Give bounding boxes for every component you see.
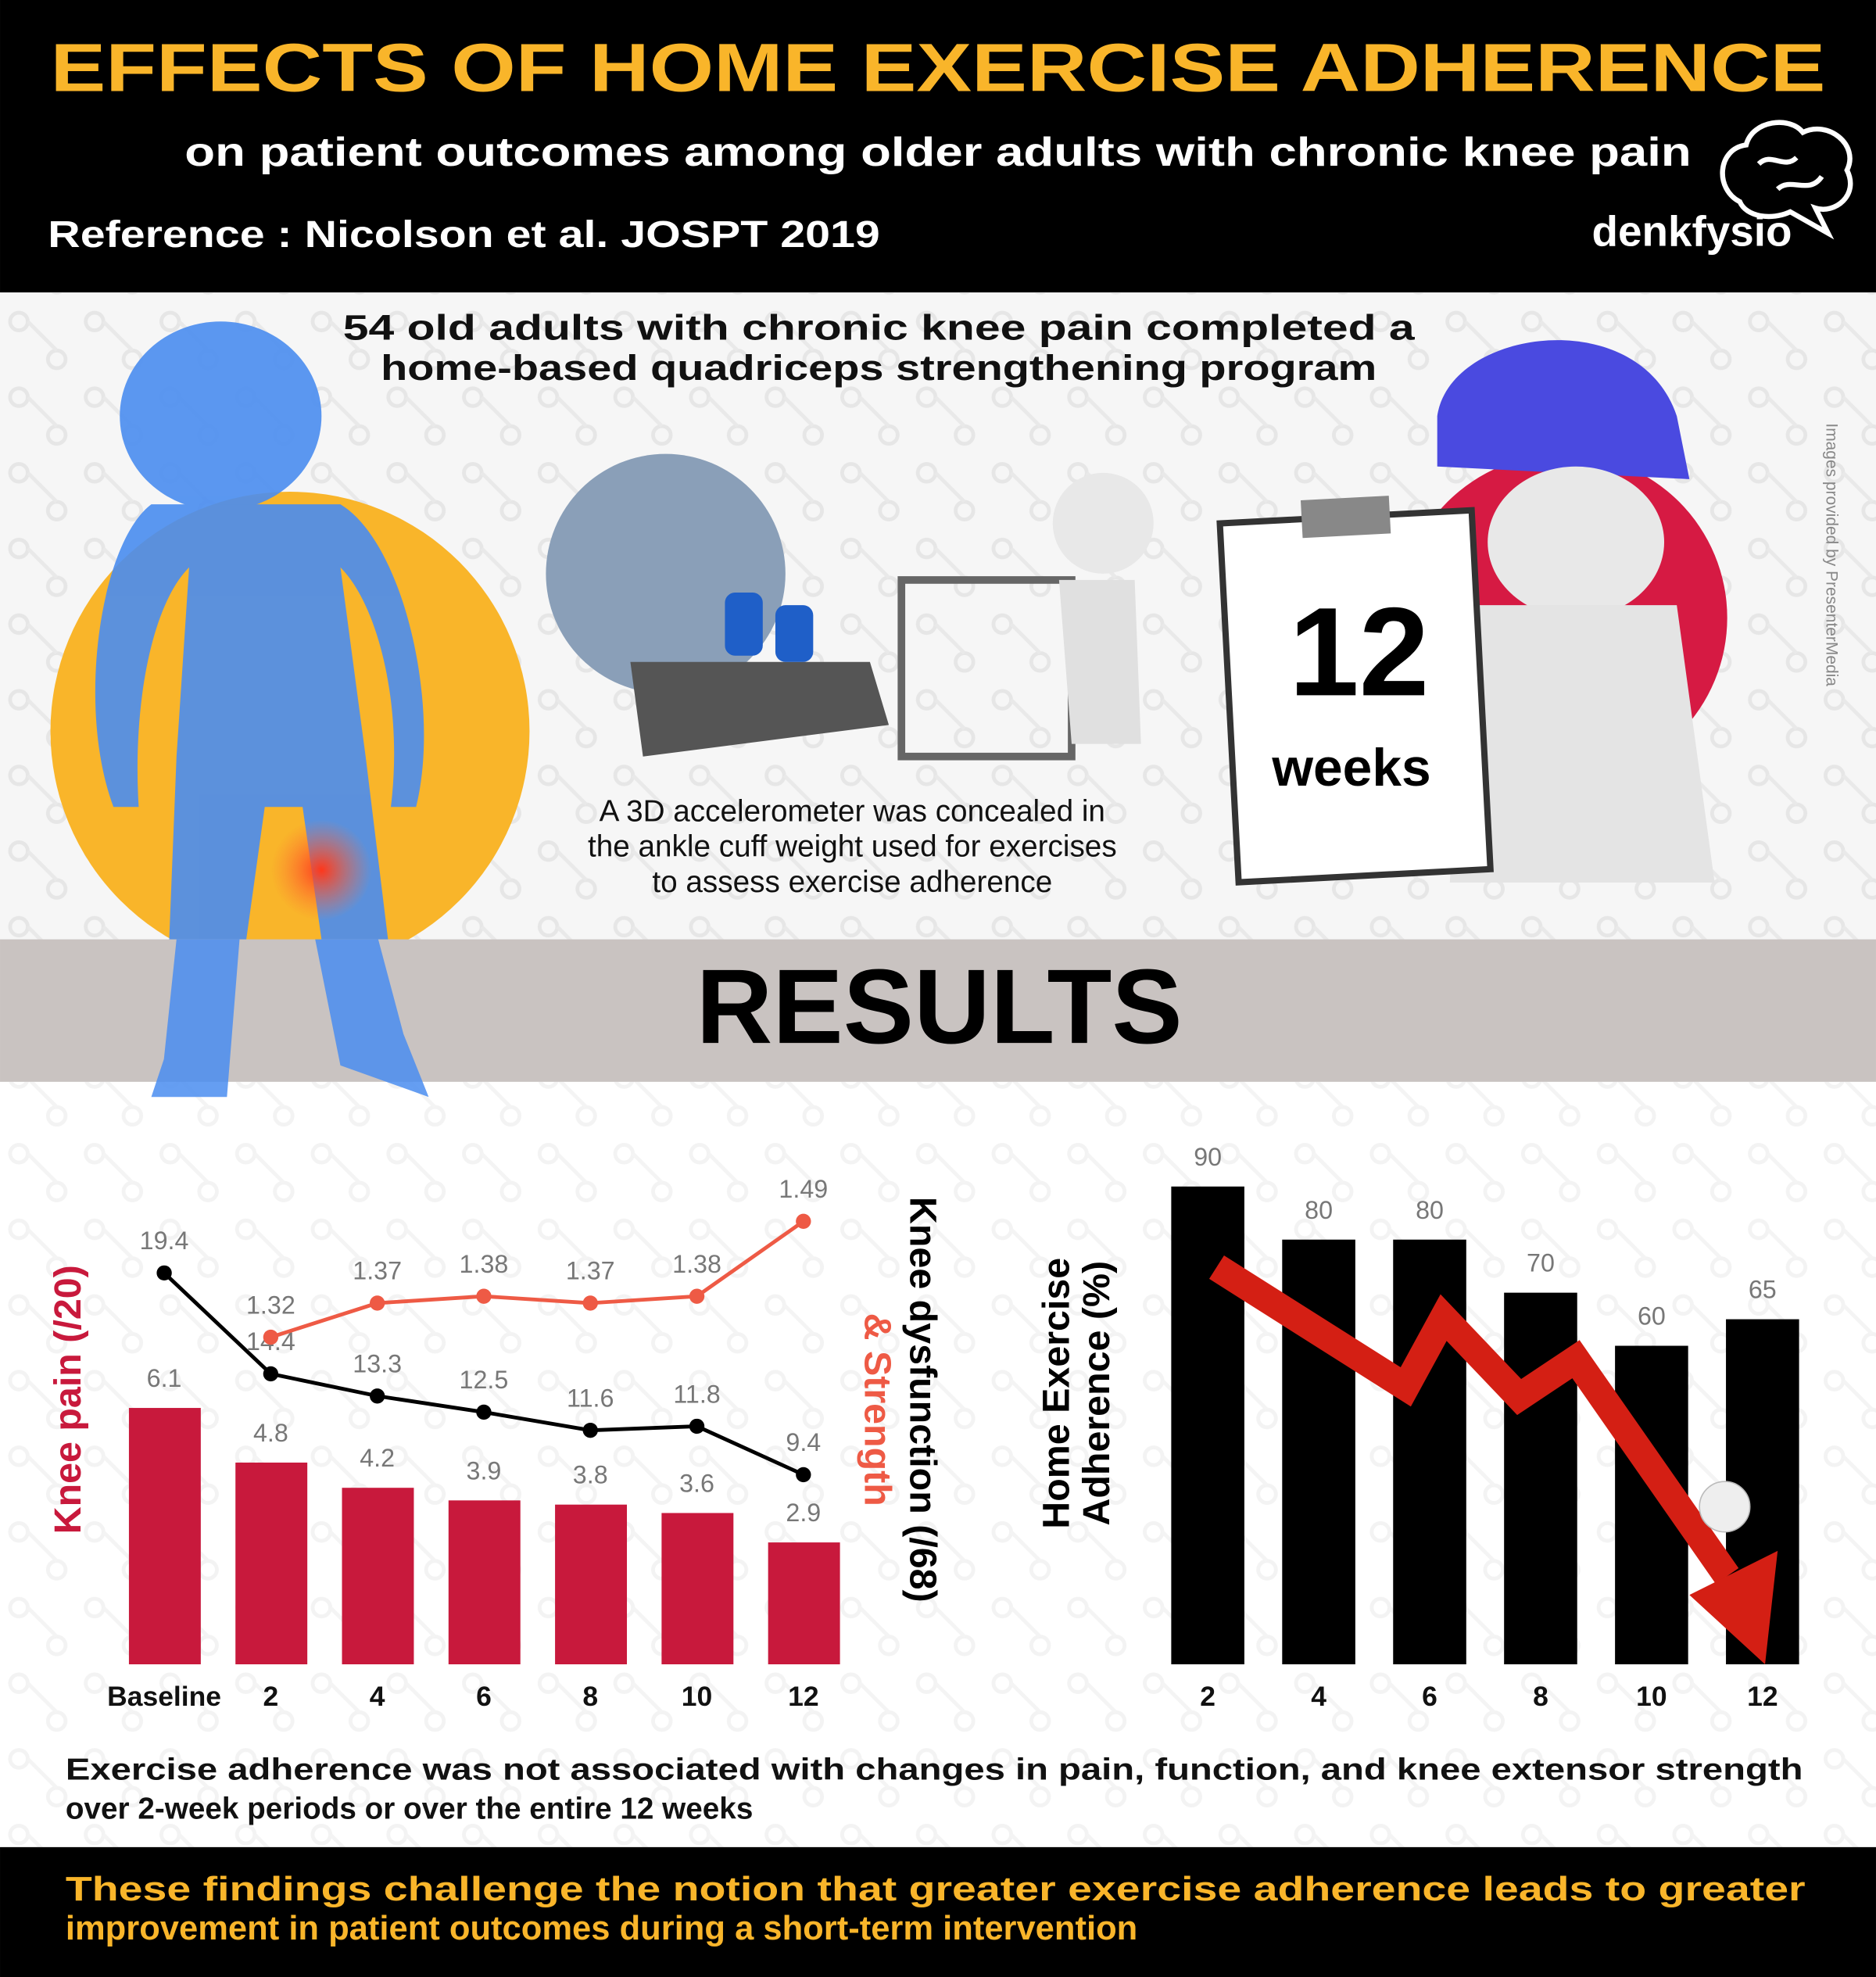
x-tick-label: 8: [582, 1681, 598, 1712]
line-point: [369, 1388, 385, 1404]
y3-axis-title: & Strength: [857, 1313, 899, 1506]
y-axis-title: Knee pain (/20): [47, 1265, 89, 1534]
bar-value-label: 90: [1194, 1143, 1222, 1171]
equipment: [546, 453, 1154, 761]
line-point: [263, 1329, 279, 1345]
line-point: [796, 1213, 811, 1229]
title: EFFECTS OF HOME EXERCISE ADHERENCE: [51, 30, 1826, 106]
point-value-label: 11.8: [673, 1380, 720, 1408]
bar-value-label: 80: [1416, 1196, 1444, 1224]
point-value-label: 1.49: [779, 1175, 828, 1203]
x-tick-label: 4: [370, 1681, 385, 1712]
charts: Baseline 2 4 6 8 10 12 6.1 4.8 4.2 3.9 3.8 3.6 2.9 19.…: [47, 1143, 1799, 1712]
line-point: [156, 1265, 172, 1281]
logo-icon: [1720, 120, 1853, 240]
reference: Reference : Nicolson et al. JOSPT 2019: [48, 213, 880, 256]
point-value-label: 11.6: [567, 1384, 614, 1412]
results-band: [0, 939, 1876, 1082]
bar: [555, 1504, 628, 1665]
y2-axis-title: Knee dysfunction (/68): [902, 1197, 944, 1603]
duration-unit: weeks: [1271, 739, 1430, 797]
method-line: A 3D accelerometer was concealed in: [600, 795, 1105, 829]
line: [270, 1220, 805, 1339]
intro-line: home-based quadriceps strengthening prog…: [381, 348, 1377, 388]
x-tick-label: 2: [1200, 1681, 1215, 1712]
conclusion-line: improvement in patient outcomes during a…: [66, 1910, 1137, 1947]
blue-figure: [95, 321, 424, 1079]
logo-text: denkfysio: [1592, 206, 1792, 255]
line-point: [796, 1467, 811, 1483]
point-value-label: 1.38: [460, 1250, 509, 1278]
point-value-label: 1.38: [672, 1250, 721, 1278]
footer-bg: [0, 1846, 1876, 1977]
bar-value-label: 3.9: [467, 1456, 502, 1485]
duration-number: 12: [1289, 582, 1429, 722]
x-tick-label: 6: [476, 1681, 492, 1712]
point-value-label: 1.32: [246, 1291, 295, 1319]
bar: [1504, 1292, 1577, 1665]
y-axis-title: Home Exercise: [1036, 1258, 1078, 1529]
bar: [768, 1542, 840, 1665]
bar-value-label: 65: [1749, 1276, 1777, 1304]
bar-value-label: 3.8: [573, 1461, 608, 1489]
line-point: [476, 1288, 492, 1304]
coach: [1216, 340, 1715, 886]
bar: [661, 1513, 734, 1665]
method-line: the ankle cuff weight used for exercises: [588, 830, 1117, 864]
bar-value-label: 4.2: [360, 1444, 395, 1472]
header-bg: [0, 0, 1876, 293]
method-line: to assess exercise adherence: [652, 865, 1052, 899]
decor-arrowhead: [1689, 1550, 1778, 1665]
line-point: [369, 1295, 385, 1311]
x-tick-label: Baseline: [107, 1681, 221, 1712]
x-tick-label: 12: [1747, 1681, 1778, 1712]
bar-value-label: 6.1: [147, 1364, 182, 1392]
bar: [448, 1500, 521, 1665]
conclusion-line: These findings challenge the notion that…: [66, 1871, 1806, 1908]
bar-value-label: 70: [1527, 1249, 1555, 1277]
decor-figure: [1699, 1481, 1751, 1533]
x-tick-label: 10: [682, 1681, 712, 1712]
bar-value-label: 2.9: [786, 1499, 821, 1527]
bar: [235, 1462, 308, 1665]
x-tick-label: 8: [1533, 1681, 1548, 1712]
section-title: RESULTS: [696, 947, 1183, 1066]
line-point: [263, 1366, 279, 1382]
point-value-label: 13.3: [353, 1350, 402, 1378]
figure-legs: [151, 939, 429, 1098]
line-point: [476, 1404, 492, 1420]
decor-arrow: [1208, 1255, 1739, 1585]
point-value-label: 9.4: [786, 1428, 821, 1456]
image-credit: Images provided by PresenterMedia: [1822, 423, 1840, 686]
bar: [1171, 1186, 1244, 1665]
line-point: [689, 1418, 705, 1434]
line-point: [582, 1295, 598, 1311]
y-axis-title: Adherence (%): [1076, 1261, 1118, 1526]
point-value-label: 1.37: [353, 1257, 402, 1285]
bar-value-label: 80: [1305, 1196, 1333, 1224]
point-value-label: 19.4: [140, 1227, 189, 1255]
finding-line: over 2-week periods or over the entire 1…: [66, 1792, 753, 1825]
bar: [128, 1408, 201, 1665]
x-tick-label: 10: [1636, 1681, 1667, 1712]
bar-value-label: 60: [1638, 1302, 1666, 1331]
x-tick-label: 2: [263, 1681, 279, 1712]
bar: [1393, 1239, 1466, 1665]
point-value-label: 1.37: [566, 1257, 615, 1285]
intro-line: 54 old adults with chronic knee pain com…: [343, 307, 1416, 347]
point-value-label: 12.5: [460, 1366, 509, 1394]
bar: [342, 1488, 414, 1665]
finding-line: Exercise adherence was not associated wi…: [66, 1753, 1803, 1786]
x-tick-label: 4: [1311, 1681, 1326, 1712]
x-tick-label: 6: [1422, 1681, 1437, 1712]
bar-value-label: 3.6: [679, 1469, 714, 1497]
subtitle: on patient outcomes among older adults w…: [184, 129, 1691, 174]
line-point: [582, 1422, 598, 1438]
x-tick-label: 12: [788, 1681, 818, 1712]
line-point: [689, 1288, 705, 1304]
bar-value-label: 4.8: [253, 1419, 288, 1447]
